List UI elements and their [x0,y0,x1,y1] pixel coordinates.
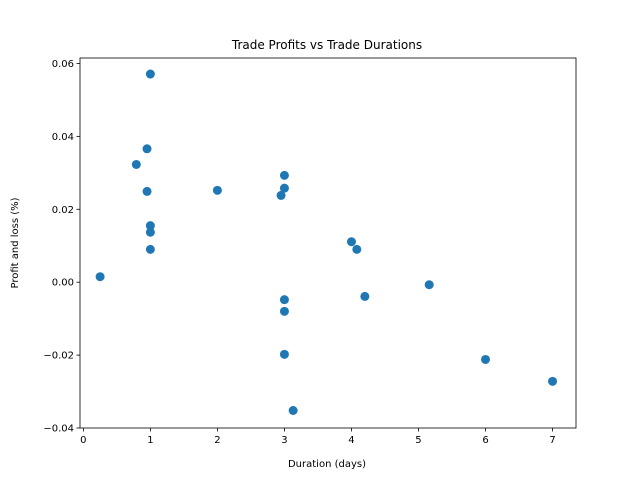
scatter-point-21 [548,376,558,386]
scatter-point-17 [352,244,362,254]
y-tick-label: 0.06 [52,59,74,70]
y-axis-ticks: −0.04 −0.02 0.00 0.02 0.04 0.06 [43,59,80,435]
scatter-point-7 [145,244,155,254]
scatter-point-18 [360,291,370,301]
scatter-point-13 [279,306,289,316]
scatter-point-8 [212,185,222,195]
scatter-point-11 [279,183,289,193]
x-tick-label: 0 [80,435,86,446]
y-axis-label: Profit and loss (%) [10,197,21,288]
scatter-point-3 [142,186,152,196]
scatter-point-12 [279,295,289,305]
scatter-point-5 [145,221,155,231]
y-tick-label: 0.02 [52,205,74,216]
scatter-point-19 [424,280,434,290]
scatter-point-15 [288,406,298,415]
scatter-point-20 [481,354,491,364]
scatter-point-0 [95,272,105,282]
scatter-point-10 [279,170,289,180]
x-tick-label: 6 [482,435,488,446]
scatter-point-2 [142,144,152,154]
x-tick-label: 7 [549,435,555,446]
x-axis-label: Duration (days) [288,459,366,470]
y-tick-label: −0.02 [43,351,74,362]
x-tick-label: 4 [348,435,354,446]
x-axis-ticks: 0 1 2 3 4 5 6 7 [80,428,556,446]
x-tick-label: 2 [214,435,220,446]
scatter-point-16 [346,237,356,247]
y-tick-label: −0.04 [43,424,74,435]
x-tick-label: 1 [147,435,153,446]
scatter-point-14 [279,349,289,359]
x-tick-label: 3 [281,435,287,446]
points-layer [95,69,558,415]
scatter-point-4 [145,69,155,79]
scatter-point-9 [276,190,286,200]
chart-title: Trade Profits vs Trade Durations [231,38,422,52]
scatter-point-1 [131,159,141,169]
y-tick-label: 0.00 [52,278,74,289]
plot-area-frame [79,57,577,429]
scatter-point-6 [145,227,155,237]
x-tick-label: 5 [415,435,421,446]
y-tick-label: 0.04 [52,132,74,143]
